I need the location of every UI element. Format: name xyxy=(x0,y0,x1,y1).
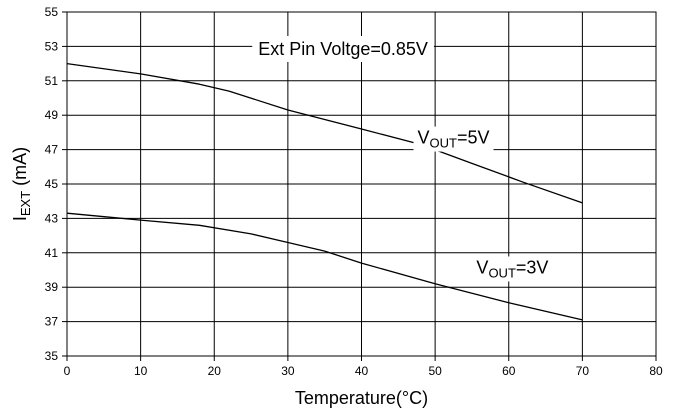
y-tick-label: 37 xyxy=(45,315,59,329)
annotation-text: Ext Pin Voltge=0.85V xyxy=(258,39,428,59)
x-tick-label: 40 xyxy=(355,364,369,378)
series-line-2 xyxy=(66,212,583,321)
grid-lines xyxy=(66,11,657,357)
y-tick-label: 41 xyxy=(45,246,59,260)
series-line-1 xyxy=(66,62,583,204)
x-tick-label: 60 xyxy=(502,364,516,378)
y-tick-label: 55 xyxy=(45,5,59,19)
x-tick-label: 0 xyxy=(64,364,71,378)
y-axis-title-rest: (mA) xyxy=(10,147,30,191)
series-label-background xyxy=(472,256,553,282)
series-label-1: VOUT=5V xyxy=(418,128,490,151)
annotations: Ext Pin Voltge=0.85V xyxy=(252,36,434,62)
y-tick-label: 35 xyxy=(45,349,59,363)
x-tick-label: 70 xyxy=(576,364,590,378)
series-label-main: V xyxy=(476,257,488,277)
series-label-2: VOUT=3V xyxy=(476,257,548,280)
y-tick-label: 39 xyxy=(45,280,59,294)
x-tick-label: 20 xyxy=(208,364,222,378)
y-tick-label: 51 xyxy=(45,74,59,88)
y-tick-label: 43 xyxy=(45,211,59,225)
series-label-sub: OUT xyxy=(488,265,516,280)
y-tick-label: 45 xyxy=(45,177,59,191)
y-tick-label: 47 xyxy=(45,143,59,157)
series-label-main: V xyxy=(418,128,430,148)
x-axis-title: Temperature(°C) xyxy=(295,388,428,408)
y-tick-label: 49 xyxy=(45,108,59,122)
y-axis-title-main: I xyxy=(10,216,30,221)
x-tick-label: 80 xyxy=(649,364,663,378)
x-tick-labels: 0 10 20 30 40 50 60 70 80 xyxy=(64,356,663,378)
y-axis-title-sub: EXT xyxy=(18,191,33,216)
y-axis-title: IEXT (mA) xyxy=(10,147,33,221)
series-label-rest: =3V xyxy=(516,257,549,277)
series-label-rest: =5V xyxy=(457,128,490,148)
annotation-background xyxy=(252,36,434,62)
y-tick-labels: 35 37 39 41 43 45 47 49 51 53 55 xyxy=(45,5,67,363)
x-tick-label: 30 xyxy=(281,364,295,378)
y-tick-label: 53 xyxy=(45,39,59,53)
series-label-sub: OUT xyxy=(430,136,458,151)
x-tick-label: 50 xyxy=(428,364,442,378)
x-tick-label: 10 xyxy=(134,364,148,378)
series-label-background xyxy=(413,126,494,152)
